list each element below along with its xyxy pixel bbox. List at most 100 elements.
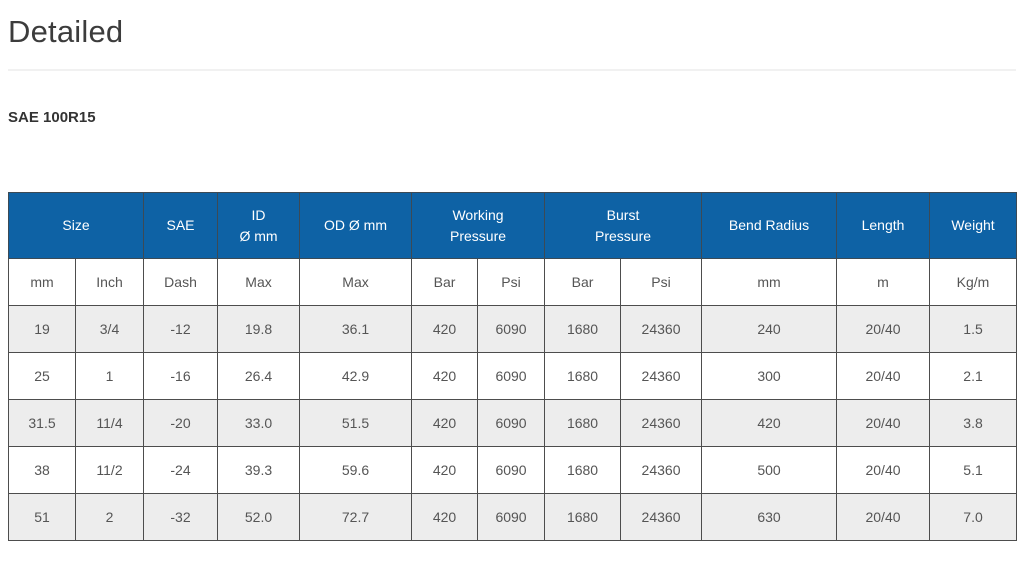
table-cell: 38 xyxy=(8,446,76,494)
table-cell: 36.1 xyxy=(299,305,413,353)
table-cell: 19 xyxy=(8,305,76,353)
table-cell: 33.0 xyxy=(217,399,301,447)
table-cell: 6090 xyxy=(477,305,546,353)
table-cell: 51 xyxy=(8,493,76,541)
header-cell: Working Pressure xyxy=(411,192,546,259)
table-cell: 420 xyxy=(411,305,479,353)
header-cell-line: SAE xyxy=(166,217,195,233)
subheader-cell: Bar xyxy=(544,258,622,306)
table-row: 25 1 -16 26.4 42.9 420 6090 1680 24360 300 20/40 2.… xyxy=(8,352,1018,400)
table-cell: 420 xyxy=(411,352,479,400)
table-cell: 420 xyxy=(411,446,479,494)
subheader-cell: Psi xyxy=(477,258,546,306)
table-cell: 25 xyxy=(8,352,76,400)
header-cell-line: Pressure xyxy=(595,227,652,244)
header-cell-line: ID xyxy=(251,206,266,223)
header-cell: Bend Radius xyxy=(701,192,838,259)
table-cell: 2 xyxy=(74,493,145,541)
table-cell: 52.0 xyxy=(217,493,301,541)
table-cell: 6090 xyxy=(477,493,546,541)
header-cell-line: OD Ø mm xyxy=(324,217,388,233)
table-cell: 26.4 xyxy=(217,352,301,400)
table-cell: -24 xyxy=(143,446,219,494)
table-cell: 11/4 xyxy=(74,399,145,447)
table-body: 19 3/4 -12 19.8 36.1 420 6090 1680 24360 240 20/40… xyxy=(8,305,1018,541)
table-cell: 20/40 xyxy=(836,352,931,400)
table-cell: 1680 xyxy=(544,446,622,494)
table-cell: -16 xyxy=(143,352,219,400)
table-cell: 6090 xyxy=(477,399,546,447)
header-cell-line: Length xyxy=(861,217,905,233)
table-cell: 6090 xyxy=(477,446,546,494)
table-row: 19 3/4 -12 19.8 36.1 420 6090 1680 24360 240 20/40… xyxy=(8,305,1018,353)
subheader-cell: Dash xyxy=(143,258,219,306)
section-divider xyxy=(8,69,1016,71)
table-cell: 6090 xyxy=(477,352,546,400)
header-cell: ID Ø mm xyxy=(217,192,301,259)
table-cell: 39.3 xyxy=(217,446,301,494)
table-cell: -20 xyxy=(143,399,219,447)
table-cell: 72.7 xyxy=(299,493,413,541)
table-cell: 630 xyxy=(701,493,838,541)
table-cell: 3.8 xyxy=(929,399,1018,447)
table-cell: -12 xyxy=(143,305,219,353)
subheader-cell: Psi xyxy=(620,258,703,306)
table-cell: 1 xyxy=(74,352,145,400)
subheader-cell: Max xyxy=(217,258,301,306)
table-cell: 300 xyxy=(701,352,838,400)
table-cell: 240 xyxy=(701,305,838,353)
table-cell: 420 xyxy=(411,399,479,447)
table-cell: 24360 xyxy=(620,305,703,353)
table-cell: 19.8 xyxy=(217,305,301,353)
table-cell: 20/40 xyxy=(836,446,931,494)
table-cell: 5.1 xyxy=(929,446,1018,494)
header-cell-line: Working xyxy=(452,206,504,223)
table-cell: -32 xyxy=(143,493,219,541)
subheader-cell: m xyxy=(836,258,931,306)
page-container: Detailed SAE 100R15 Size SAE ID Ø mm OD Ø mm… xyxy=(0,14,1024,541)
header-cell: Burst Pressure xyxy=(544,192,703,259)
page-title: Detailed xyxy=(8,14,124,49)
header-cell-line: Weight xyxy=(951,217,995,233)
table-cell: 59.6 xyxy=(299,446,413,494)
table-cell: 2.1 xyxy=(929,352,1018,400)
table-row: 31.5 11/4 -20 33.0 51.5 420 6090 1680 24360 420 20… xyxy=(8,399,1018,447)
table-cell: 24360 xyxy=(620,399,703,447)
subheader-cell: Kg/m xyxy=(929,258,1018,306)
table-cell: 11/2 xyxy=(74,446,145,494)
header-cell: OD Ø mm xyxy=(299,192,413,259)
table-subheader-row: mm Inch Dash Max Max Bar Psi Bar Psi mm m Kg/m xyxy=(8,258,1018,306)
table-cell: 7.0 xyxy=(929,493,1018,541)
table-cell: 24360 xyxy=(620,493,703,541)
header-cell: Weight xyxy=(929,192,1018,259)
header-cell: Length xyxy=(836,192,931,259)
subheader-cell: mm xyxy=(8,258,76,306)
header-cell-line: Size xyxy=(62,217,90,233)
table-cell: 500 xyxy=(701,446,838,494)
table-cell: 31.5 xyxy=(8,399,76,447)
subheader-cell: Max xyxy=(299,258,413,306)
table-cell: 1680 xyxy=(544,493,622,541)
table-row: 51 2 -32 52.0 72.7 420 6090 1680 24360 630 20/40 7.… xyxy=(8,493,1018,541)
table-group-header-row: Size SAE ID Ø mm OD Ø mm Working Pressure Burst… xyxy=(7,192,1018,259)
table-cell: 51.5 xyxy=(299,399,413,447)
table-cell: 20/40 xyxy=(836,493,931,541)
spec-subtitle: SAE 100R15 xyxy=(8,109,96,126)
table-cell: 1680 xyxy=(544,305,622,353)
table-cell: 24360 xyxy=(620,352,703,400)
subheader-cell: Bar xyxy=(411,258,479,306)
header-cell: SAE xyxy=(143,192,219,259)
table-cell: 24360 xyxy=(620,446,703,494)
table-cell: 1680 xyxy=(544,352,622,400)
header-cell-line: Bend Radius xyxy=(728,217,810,233)
subheader-cell: mm xyxy=(701,258,838,306)
table-cell: 42.9 xyxy=(299,352,413,400)
table-cell: 1680 xyxy=(544,399,622,447)
table-cell: 3/4 xyxy=(74,305,145,353)
table-cell: 420 xyxy=(411,493,479,541)
header-cell-line: Ø mm xyxy=(239,227,278,244)
table-cell: 20/40 xyxy=(836,399,931,447)
table-row: 38 11/2 -24 39.3 59.6 420 6090 1680 24360 500 20/4… xyxy=(8,446,1018,494)
table-cell: 1.5 xyxy=(929,305,1018,353)
table-cell: 20/40 xyxy=(836,305,931,353)
